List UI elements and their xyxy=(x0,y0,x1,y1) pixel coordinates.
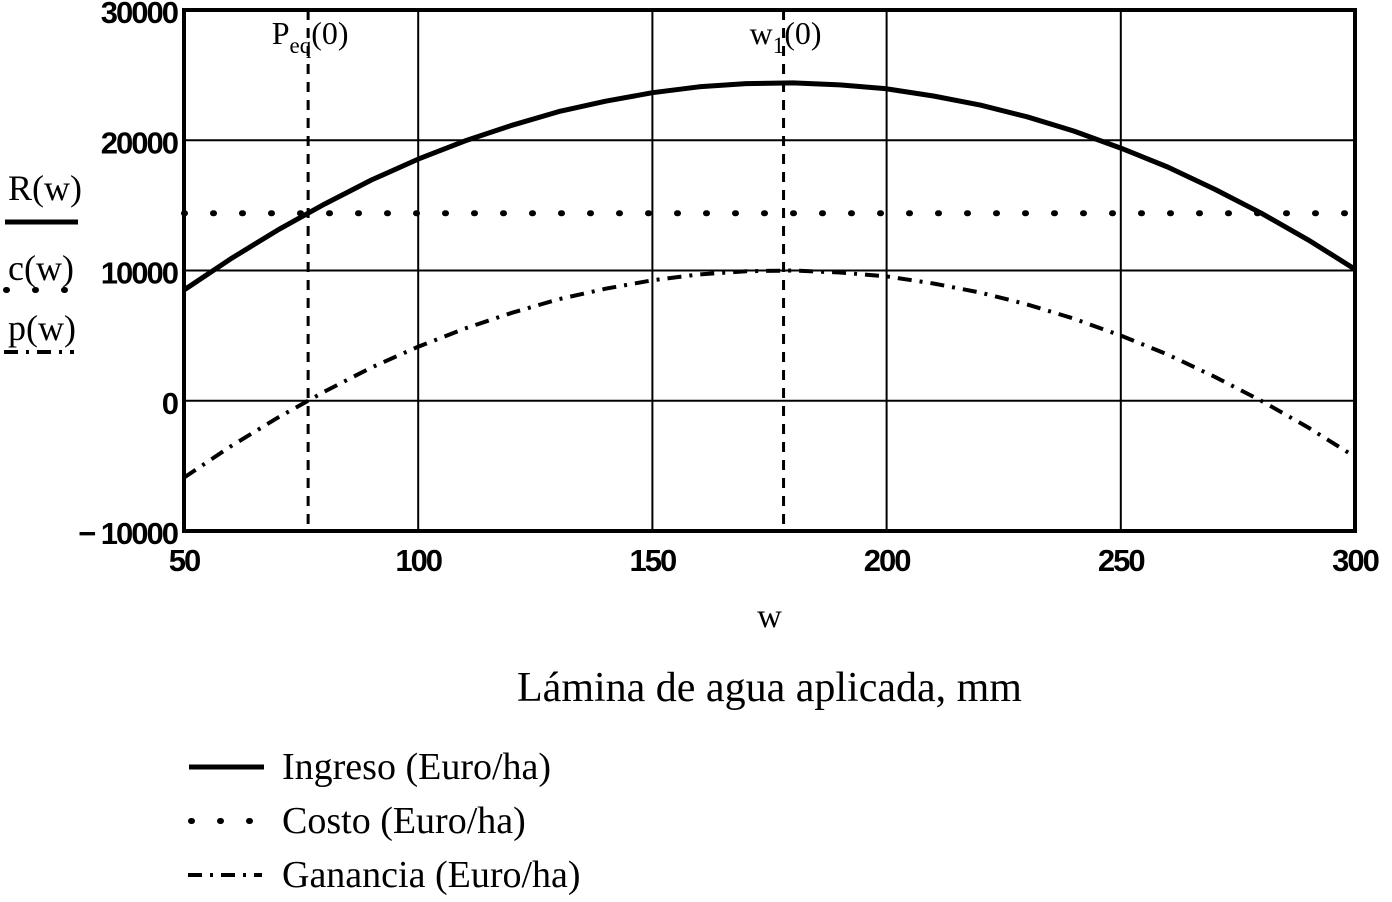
legend-label-ingreso: Ingreso (Euro/ha) xyxy=(282,746,552,788)
tick-y-0: 0 xyxy=(162,386,178,421)
legend-sample-solid xyxy=(189,764,264,770)
legend-item-costo: Costo (Euro/ha) xyxy=(186,794,581,848)
legend-item-ingreso: Ingreso (Euro/ha) xyxy=(186,740,581,794)
annotation-label-0: Peq(0) xyxy=(272,15,349,58)
trace-sample-dashdot-line xyxy=(4,350,74,354)
tick-x-100: 100 xyxy=(395,543,441,578)
tick-x-250: 250 xyxy=(1098,543,1144,578)
annotation-label-1: w1(0) xyxy=(750,15,822,58)
legend-item-ganancia: Ganancia (Euro/ha) xyxy=(186,848,581,902)
tick-x-200: 200 xyxy=(864,543,910,578)
legend-sample-dashdot xyxy=(188,873,262,877)
tick-x-50: 50 xyxy=(169,543,200,578)
trace-sample-dotted-line xyxy=(3,287,75,293)
legend-label-costo: Costo (Euro/ha) xyxy=(282,800,526,842)
tick-y-10000: 10000 xyxy=(101,256,178,291)
trace-label-c: c(w) xyxy=(8,248,74,288)
tick-y-30000: 30000 xyxy=(101,0,178,30)
series-p(w) xyxy=(182,268,1357,480)
tick-y--10000: − 10000 xyxy=(78,516,178,551)
legend-sample-dotted xyxy=(188,818,261,824)
tick-y-20000: 20000 xyxy=(101,125,178,160)
x-axis-title: w xyxy=(757,598,782,635)
legend-label-ganancia: Ganancia (Euro/ha) xyxy=(282,854,581,896)
trace-sample-solid-line xyxy=(5,219,78,225)
trace-label-p: p(w) xyxy=(8,308,76,348)
trace-label-R: R(w) xyxy=(8,168,82,208)
x-axis-caption: Lámina de agua aplicada, mm xyxy=(517,665,1022,711)
legend: Ingreso (Euro/ha) Costo (Euro/ha) Gananc… xyxy=(186,740,581,902)
plot-border xyxy=(182,8,1357,533)
tick-x-300: 300 xyxy=(1332,543,1378,578)
series-R(w) xyxy=(182,80,1357,293)
tick-x-150: 150 xyxy=(630,543,676,578)
